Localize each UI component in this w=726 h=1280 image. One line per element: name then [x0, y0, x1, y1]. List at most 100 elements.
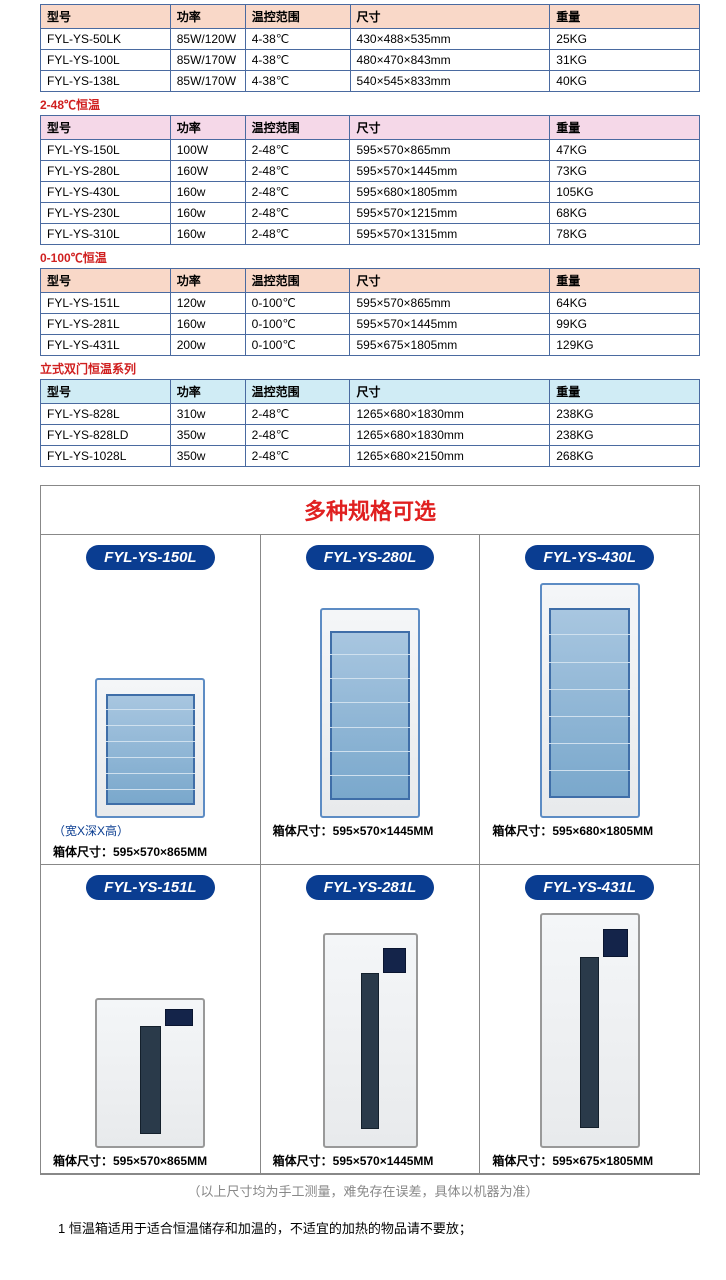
- cell-power: 85W/170W: [170, 50, 245, 71]
- cell-size: 595×570×865mm: [350, 140, 550, 161]
- col-size: 尺寸: [350, 5, 550, 29]
- col-model: 型号: [41, 5, 171, 29]
- cell-power: 350w: [170, 446, 245, 467]
- table-row: FYL-YS-828L310w2-48℃1265×680×1830mm238KG: [41, 404, 700, 425]
- cell-weight: 78KG: [550, 224, 700, 245]
- table-row: FYL-YS-138L85W/170W4-38℃540×545×833mm40K…: [41, 71, 700, 92]
- cell-power: 310w: [170, 404, 245, 425]
- cell-size: 595×570×1215mm: [350, 203, 550, 224]
- table-row: FYL-YS-431L200w0-100℃595×675×1805mm129KG: [41, 335, 700, 356]
- product-image: [540, 583, 640, 818]
- dimension-line: 箱体尺寸：595×680×1805MM: [492, 822, 693, 839]
- col-weight: 重量: [550, 5, 700, 29]
- table-header-row: 型号功率温控范围尺寸重量: [41, 116, 700, 140]
- col-size: 尺寸: [350, 116, 550, 140]
- cell-power: 160W: [170, 161, 245, 182]
- cell-size: 595×570×1315mm: [350, 224, 550, 245]
- catalog-cell: FYL-YS-150L （宽X深X高） 箱体尺寸：595×570×865MM: [41, 535, 261, 865]
- cell-temp: 2-48℃: [245, 182, 350, 203]
- col-power: 功率: [170, 5, 245, 29]
- catalog-cell: FYL-YS-151L 箱体尺寸：595×570×865MM: [41, 865, 261, 1174]
- cell-power: 160w: [170, 182, 245, 203]
- table-header-row: 型号功率温控范围尺寸重量: [41, 269, 700, 293]
- cell-model: FYL-YS-50LK: [41, 29, 171, 50]
- cell-power: 200w: [170, 335, 245, 356]
- table-header-row: 型号功率温控范围尺寸重量: [41, 380, 700, 404]
- table-row: FYL-YS-100L85W/170W4-38℃480×470×843mm31K…: [41, 50, 700, 71]
- cell-model: FYL-YS-151L: [41, 293, 171, 314]
- table-header-row: 型号功率温控范围尺寸重量: [41, 5, 700, 29]
- cell-power: 120w: [170, 293, 245, 314]
- table-row: FYL-YS-150L100W2-48℃595×570×865mm47KG: [41, 140, 700, 161]
- col-power: 功率: [170, 116, 245, 140]
- model-pill: FYL-YS-431L: [525, 875, 654, 900]
- dimension-line: 箱体尺寸：595×570×1445MM: [273, 1152, 474, 1169]
- cell-size: 595×680×1805mm: [350, 182, 550, 203]
- dimension-line: 箱体尺寸：595×675×1805MM: [492, 1152, 693, 1169]
- cell-model: FYL-YS-150L: [41, 140, 171, 161]
- cell-model: FYL-YS-138L: [41, 71, 171, 92]
- cell-temp: 2-48℃: [245, 203, 350, 224]
- cell-power: 100W: [170, 140, 245, 161]
- col-model: 型号: [41, 269, 171, 293]
- catalog-title: 多种规格可选: [41, 486, 699, 535]
- table-row: FYL-YS-50LK85W/120W4-38℃430×488×535mm25K…: [41, 29, 700, 50]
- cell-power: 85W/120W: [170, 29, 245, 50]
- col-weight: 重量: [550, 269, 700, 293]
- model-pill: FYL-YS-150L: [86, 545, 215, 570]
- product-image: [95, 678, 205, 818]
- cell-weight: 99KG: [550, 314, 700, 335]
- model-pill: FYL-YS-280L: [306, 545, 435, 570]
- col-power: 功率: [170, 380, 245, 404]
- table-row: FYL-YS-1028L350w2-48℃1265×680×2150mm268K…: [41, 446, 700, 467]
- table-row: FYL-YS-230L160w2-48℃595×570×1215mm68KG: [41, 203, 700, 224]
- cell-weight: 25KG: [550, 29, 700, 50]
- cell-weight: 68KG: [550, 203, 700, 224]
- cell-weight: 238KG: [550, 425, 700, 446]
- catalog-cell: FYL-YS-430L 箱体尺寸：595×680×1805MM: [480, 535, 699, 865]
- col-weight: 重量: [550, 380, 700, 404]
- cell-model: FYL-YS-280L: [41, 161, 171, 182]
- cell-weight: 268KG: [550, 446, 700, 467]
- cell-model: FYL-YS-431L: [41, 335, 171, 356]
- cell-weight: 73KG: [550, 161, 700, 182]
- cell-size: 595×570×1445mm: [350, 314, 550, 335]
- col-power: 功率: [170, 269, 245, 293]
- model-pill: FYL-YS-151L: [86, 875, 215, 900]
- product-image: [320, 608, 420, 818]
- cell-temp: 4-38℃: [245, 50, 350, 71]
- section-label: 2-48℃恒温: [40, 96, 708, 113]
- spec-table: 型号功率温控范围尺寸重量FYL-YS-50LK85W/120W4-38℃430×…: [40, 4, 700, 92]
- product-image: [540, 913, 640, 1148]
- table-row: FYL-YS-310L160w2-48℃595×570×1315mm78KG: [41, 224, 700, 245]
- spec-table: 型号功率温控范围尺寸重量FYL-YS-150L100W2-48℃595×570×…: [40, 115, 700, 245]
- cell-temp: 2-48℃: [245, 140, 350, 161]
- cell-power: 350w: [170, 425, 245, 446]
- cell-model: FYL-YS-1028L: [41, 446, 171, 467]
- cell-size: 540×545×833mm: [350, 71, 550, 92]
- product-catalog: 多种规格可选 FYL-YS-150L （宽X深X高） 箱体尺寸：595×570×86…: [40, 485, 700, 1175]
- cell-weight: 31KG: [550, 50, 700, 71]
- cell-size: 430×488×535mm: [350, 29, 550, 50]
- table-row: FYL-YS-280L160W2-48℃595×570×1445mm73KG: [41, 161, 700, 182]
- footer-note: （以上尺寸均为手工测量，难免存在误差，具体以机器为准）: [0, 1181, 726, 1200]
- dimension-line: 箱体尺寸：595×570×865MM: [53, 843, 254, 860]
- dimension-note: （宽X深X高）: [53, 822, 254, 839]
- cell-temp: 0-100℃: [245, 314, 350, 335]
- cell-model: FYL-YS-430L: [41, 182, 171, 203]
- cell-size: 595×570×865mm: [350, 293, 550, 314]
- col-size: 尺寸: [350, 380, 550, 404]
- section-label: 0-100℃恒温: [40, 249, 708, 266]
- cell-model: FYL-YS-100L: [41, 50, 171, 71]
- cell-power: 160w: [170, 203, 245, 224]
- model-pill: FYL-YS-281L: [306, 875, 435, 900]
- cell-weight: 129KG: [550, 335, 700, 356]
- dimension-line: 箱体尺寸：595×570×865MM: [53, 1152, 254, 1169]
- catalog-cell: FYL-YS-280L 箱体尺寸：595×570×1445MM: [261, 535, 481, 865]
- model-pill: FYL-YS-430L: [525, 545, 654, 570]
- col-size: 尺寸: [350, 269, 550, 293]
- cell-size: 1265×680×2150mm: [350, 446, 550, 467]
- dimension-line: 箱体尺寸：595×570×1445MM: [273, 822, 474, 839]
- cell-temp: 2-48℃: [245, 161, 350, 182]
- spec-table: 型号功率温控范围尺寸重量FYL-YS-828L310w2-48℃1265×680…: [40, 379, 700, 467]
